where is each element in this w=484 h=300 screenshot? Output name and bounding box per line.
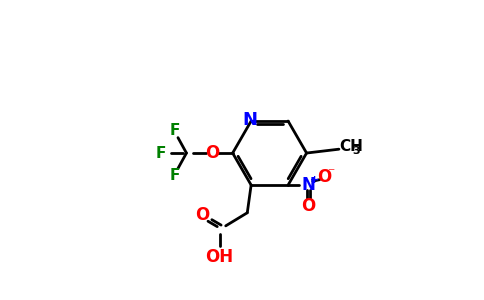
Text: CH: CH	[340, 140, 363, 154]
Text: O: O	[301, 197, 315, 215]
Text: O: O	[317, 168, 332, 186]
Text: F: F	[156, 146, 166, 160]
Text: ⁻: ⁻	[328, 167, 335, 181]
Text: F: F	[170, 123, 180, 138]
Text: F: F	[170, 168, 180, 183]
Text: N: N	[243, 111, 258, 129]
Text: +: +	[310, 175, 319, 185]
Text: O: O	[205, 144, 219, 162]
Text: O: O	[195, 206, 209, 224]
Text: 3: 3	[353, 146, 361, 157]
Text: N: N	[301, 176, 315, 194]
Text: OH: OH	[205, 248, 233, 266]
